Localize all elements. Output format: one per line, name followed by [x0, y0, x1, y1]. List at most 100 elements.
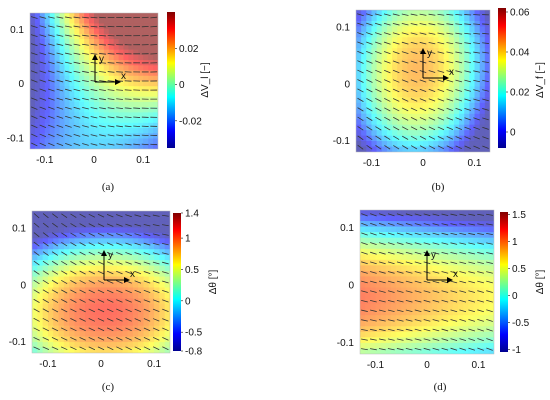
- heatmap-cell: [381, 146, 388, 152]
- heatmap-cell: [63, 211, 70, 218]
- heatmap-cell: [37, 238, 44, 245]
- heatmap-cell: [44, 81, 51, 87]
- heatmap-cell: [111, 238, 118, 245]
- direction-mark: [450, 319, 458, 322]
- heatmap-cell: [433, 130, 440, 137]
- heatmap-cell: [113, 86, 120, 93]
- heatmap-cell: [390, 221, 397, 228]
- heatmap-cell: [478, 326, 485, 333]
- direction-mark: [134, 252, 142, 256]
- direction-mark: [450, 338, 458, 341]
- direction-mark: [52, 222, 58, 228]
- heatmap-cell: [164, 292, 170, 299]
- direction-mark: [357, 144, 364, 150]
- heatmap-cell: [411, 326, 418, 333]
- direction-mark: [401, 98, 409, 102]
- heatmap-cell: [106, 260, 113, 267]
- heatmap-cell: [412, 91, 419, 98]
- heatmap-cell: [69, 75, 75, 82]
- direction-mark: [99, 71, 106, 73]
- heatmap-cell: [69, 101, 75, 108]
- colorbar-tick-label: 0: [185, 296, 191, 307]
- heatmap-cell: [484, 130, 490, 137]
- heatmap-cell: [392, 102, 398, 109]
- direction-mark: [51, 289, 59, 294]
- direction-mark: [82, 70, 89, 73]
- heatmap-cell: [473, 265, 480, 272]
- heatmap-cell: [417, 81, 424, 88]
- heatmap-b: [356, 10, 490, 152]
- heatmap-cell: [39, 81, 46, 87]
- heatmap-cell: [401, 221, 407, 228]
- heatmap-cell: [407, 141, 414, 148]
- heatmap-cell: [360, 226, 366, 233]
- heatmap-cell: [459, 141, 465, 148]
- heatmap-cell: [478, 232, 485, 239]
- heatmap-cell: [79, 314, 86, 321]
- direction-mark: [473, 145, 480, 149]
- heatmap-cell: [390, 237, 397, 244]
- heatmap-cell: [484, 37, 490, 44]
- heatmap-cell: [42, 216, 49, 223]
- heatmap-cell: [423, 135, 429, 142]
- direction-mark: [473, 108, 480, 111]
- heatmap-cell: [478, 320, 485, 327]
- heatmap-cell: [428, 10, 434, 17]
- heatmap-cell: [133, 133, 139, 140]
- heatmap-cell: [118, 70, 125, 77]
- direction-mark: [82, 25, 89, 28]
- heatmap-cell: [479, 10, 486, 17]
- direction-mark: [42, 317, 50, 322]
- heatmap-cell: [411, 309, 418, 316]
- heatmap-cell: [44, 49, 51, 56]
- direction-mark: [357, 79, 364, 83]
- heatmap-cell: [427, 226, 433, 233]
- heatmap-cell: [386, 130, 393, 137]
- heatmap-cell: [479, 48, 486, 55]
- heatmap-cell: [473, 270, 480, 278]
- direction-mark: [450, 309, 458, 313]
- direction-mark: [464, 145, 471, 150]
- heatmap-cell: [116, 282, 123, 289]
- heatmap-cell: [123, 28, 130, 35]
- heatmap-cell: [49, 44, 56, 51]
- heatmap-cell: [94, 143, 100, 149]
- heatmap-cell: [69, 303, 76, 310]
- direction-mark: [437, 79, 445, 83]
- heatmap-cell: [361, 113, 367, 120]
- x-tick-label: 0: [424, 360, 430, 371]
- heatmap-cell: [85, 347, 91, 353]
- heatmap-cell: [94, 138, 100, 145]
- heatmap-cell: [464, 108, 470, 115]
- heatmap-cell: [84, 128, 90, 134]
- heatmap-cell: [148, 70, 154, 77]
- heatmap-cell: [116, 232, 123, 239]
- plot-frame-d: [359, 209, 495, 355]
- direction-mark: [375, 135, 382, 140]
- heatmap-cell: [148, 282, 155, 289]
- heatmap-cell: [386, 20, 393, 27]
- heatmap-cell: [154, 265, 160, 272]
- heatmap-cell: [94, 13, 100, 19]
- heatmap-cell: [138, 13, 144, 19]
- direction-mark: [47, 97, 55, 101]
- direction-mark: [419, 32, 427, 35]
- heatmap-cell: [397, 141, 403, 148]
- heatmap-cell: [386, 135, 393, 142]
- heatmap-cell: [428, 130, 434, 137]
- colorbar-label-c: Δθ [°]: [208, 269, 219, 294]
- heatmap-cell: [132, 238, 139, 245]
- heatmap-cell: [360, 320, 366, 327]
- heatmap-cell: [488, 320, 494, 327]
- heatmap-cell: [128, 128, 134, 134]
- heatmap-cell: [111, 216, 118, 223]
- heatmap-cell: [386, 91, 393, 98]
- colorbar-tick-label: 0.5: [512, 264, 526, 275]
- heatmap-cell: [74, 303, 81, 310]
- direction-mark: [378, 348, 386, 351]
- heatmap-cell: [143, 128, 149, 134]
- heatmap-cell: [69, 23, 75, 30]
- heatmap-cell: [356, 97, 362, 104]
- heatmap-cell: [366, 26, 373, 33]
- heatmap-cell: [69, 331, 76, 338]
